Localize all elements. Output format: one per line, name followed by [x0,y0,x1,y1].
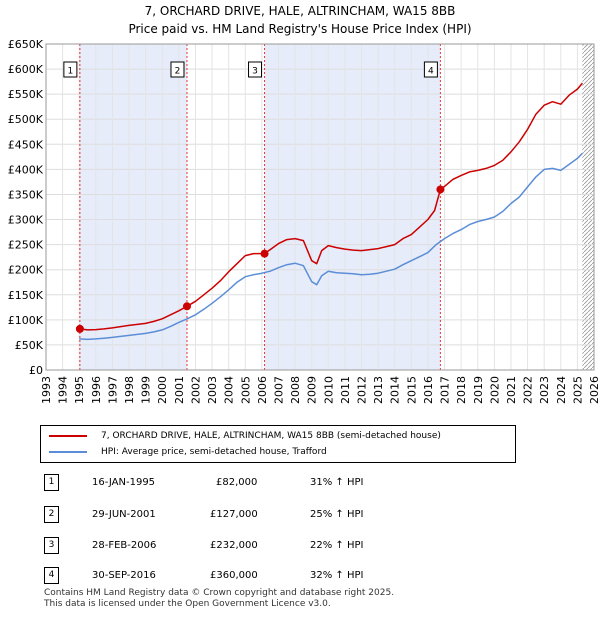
x-tick-label: 2008 [289,376,302,404]
series-line-property [79,82,583,331]
y-tick-label: £400K [8,163,44,176]
sale-marker-box [423,61,438,78]
sale-marker-box [248,61,263,78]
y-tick-label: £350K [8,188,44,201]
sale-point [75,324,84,333]
table-row: 4 30-SEP-2016 £360,000 32% ↑ HPI [0,567,600,587]
chart-title: 7, ORCHARD DRIVE, HALE, ALTRINCHAM, WA15… [144,4,456,18]
sale-number-badge: 2 [44,506,59,523]
x-tick-label: 1993 [40,376,53,404]
x-tick-label: 2002 [189,376,202,404]
x-tick-label: 2016 [422,376,435,404]
x-tick-label: 2018 [455,376,468,404]
x-tick-label: 1998 [123,376,136,404]
y-tick-label: £150K [8,289,44,302]
sale-point [260,249,269,258]
legend-swatch-property [49,435,87,437]
table-row: 1 16-JAN-1995 £82,000 31% ↑ HPI [0,474,600,494]
x-tick-label: 2001 [173,376,186,404]
y-tick-label: £450K [8,138,44,151]
x-tick-label: 2013 [372,376,385,404]
plot-frame [45,43,595,371]
sale-price: £360,000 [210,570,258,581]
x-tick-label: 2023 [538,376,551,404]
legend-item-hpi: HPI: Average price, semi-detached house,… [49,445,327,459]
x-tick-label: 1996 [90,376,103,404]
x-tick-label: 2000 [156,376,169,404]
footer-attribution: Contains HM Land Registry data © Crown c… [44,588,394,610]
sale-price: £232,000 [210,540,258,551]
sale-point [436,185,445,194]
x-tick-label: 2005 [239,376,252,404]
x-tick-label: 2009 [306,376,319,404]
sale-marker-box [63,61,78,78]
y-tick-label: £50K [15,339,44,352]
x-tick-label: 2025 [571,376,584,404]
sale-number-badge: 3 [44,537,59,554]
legend-swatch-hpi [49,451,87,453]
x-tick-label: 2024 [555,376,568,404]
sale-hpi-change: 32% ↑ HPI [310,570,364,581]
sale-number-badge: 4 [44,567,59,584]
sale-hpi-change: 31% ↑ HPI [310,477,364,488]
x-tick-label: 2021 [505,376,518,404]
sale-date: 29-JUN-2001 [92,509,156,520]
sale-point [182,302,191,311]
x-tick-label: 2014 [389,376,402,404]
legend-label-property: 7, ORCHARD DRIVE, HALE, ALTRINCHAM, WA15… [101,431,441,441]
sale-marker-label: 1 [68,67,74,77]
x-tick-label: 2020 [488,376,501,404]
x-tick-label: 2022 [522,376,535,404]
y-tick-label: £250K [8,239,44,252]
x-tick-label: 1997 [106,376,119,404]
legend: 7, ORCHARD DRIVE, HALE, ALTRINCHAM, WA15… [40,425,516,463]
x-tick-label: 2003 [206,376,219,404]
chart-subtitle: Price paid vs. HM Land Registry's House … [128,22,472,36]
x-tick-label: 2026 [588,376,600,404]
y-tick-label: £550K [8,88,44,101]
sale-price: £127,000 [210,509,258,520]
y-tick-label: £0 [29,364,43,377]
sale-date: 28-FEB-2006 [92,540,157,551]
y-tick-label: £100K [8,314,44,327]
sale-marker-label: 4 [428,67,434,77]
x-tick-label: 2004 [223,376,236,404]
x-tick-label: 2015 [405,376,418,404]
series-line-hpi [79,152,583,341]
x-tick-label: 2012 [356,376,369,404]
x-tick-label: 1994 [57,376,70,404]
x-tick-label: 2011 [339,376,352,404]
sale-date: 16-JAN-1995 [92,477,156,488]
x-tick-label: 2010 [322,376,335,404]
future-hatch [582,44,594,370]
footer-line-1: Contains HM Land Registry data © Crown c… [44,588,395,598]
x-tick-label: 1999 [140,376,153,404]
x-tick-label: 2017 [439,376,452,404]
x-tick-label: 2006 [256,376,269,404]
y-tick-label: £300K [8,214,44,227]
ownership-band [264,44,441,370]
sale-number-badge: 1 [44,474,59,491]
x-tick-label: 2007 [272,376,285,404]
x-tick-label: 2019 [472,376,485,404]
sale-marker-label: 3 [252,67,258,77]
footer-line-2: This data is licensed under the Open Gov… [44,599,331,609]
sale-date: 30-SEP-2016 [92,570,156,581]
table-row: 3 28-FEB-2006 £232,000 22% ↑ HPI [0,537,600,557]
y-tick-label: £200K [8,264,44,277]
sale-marker-label: 2 [175,67,181,77]
legend-item-property: 7, ORCHARD DRIVE, HALE, ALTRINCHAM, WA15… [49,429,441,443]
legend-label-hpi: HPI: Average price, semi-detached house,… [101,447,327,457]
sale-price: £82,000 [216,477,258,488]
y-tick-label: £500K [8,113,44,126]
table-row: 2 29-JUN-2001 £127,000 25% ↑ HPI [0,506,600,526]
price-chart: 1 2 3 4 £0 £50K £100K £150K £200K £250K £300K £350… [8,38,600,404]
x-tick-label: 1995 [73,376,86,404]
sale-marker-box [170,61,185,78]
sale-hpi-change: 25% ↑ HPI [310,509,364,520]
y-tick-label: £600K [8,63,44,76]
y-tick-label: £650K [8,38,44,51]
sale-hpi-change: 22% ↑ HPI [310,540,364,551]
